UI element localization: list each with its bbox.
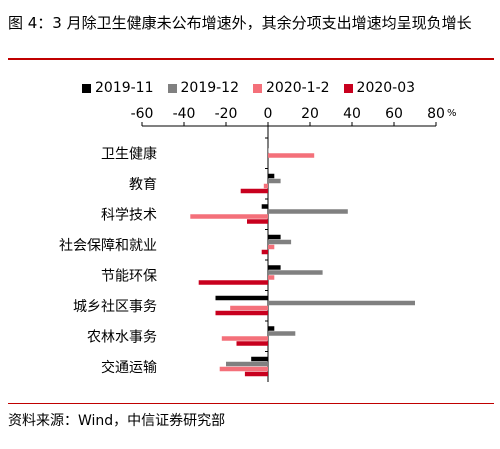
legend-swatch [167, 83, 177, 93]
legend-item-2019-12: 2019-12 [167, 80, 240, 96]
category-label: 科学技术 [101, 207, 157, 223]
legend-swatch [82, 83, 91, 93]
bar-2020-1-2 [268, 244, 275, 250]
category-label: 卫生健康 [101, 145, 157, 162]
bar-2019-11 [251, 356, 268, 362]
x-tick-label: 60 [385, 106, 403, 122]
bar-2019-12 [268, 178, 281, 184]
legend-swatch [253, 83, 262, 93]
legend: 2019-11 2019-12 2020-1-2 2020-03 [82, 80, 415, 96]
x-unit-label: % [447, 108, 457, 119]
legend-item-2020-1-2: 2020-1-2 [253, 80, 330, 96]
bar-2019-11 [268, 143, 269, 148]
bar-2019-12 [226, 361, 268, 367]
x-tick-label: 80 [427, 106, 445, 122]
bar-2019-11 [268, 265, 281, 270]
bar-2019-11 [261, 204, 268, 209]
title-divider [8, 58, 494, 60]
x-tick-label: 40 [343, 106, 361, 122]
bar-2019-12 [268, 331, 296, 336]
bar-2020-1-2 [230, 305, 268, 311]
bar-2020-1-2 [268, 275, 275, 280]
category-label: 节能环保 [101, 268, 157, 284]
x-tick-label: -60 [131, 106, 154, 122]
legend-label: 2020-03 [356, 80, 416, 96]
legend-item-2020-03: 2020-03 [343, 80, 416, 96]
category-label: 教育 [129, 177, 157, 193]
x-tick-label: 0 [264, 106, 273, 122]
bar-2020-1-2 [263, 183, 268, 189]
bar-2019-12 [268, 209, 348, 214]
category-label: 社会保障和就业 [59, 238, 157, 254]
x-tick-label: 20 [301, 106, 319, 122]
bar-2020-03 [236, 341, 268, 346]
category-label: 交通运输 [101, 359, 157, 376]
source-note: 资料来源：Wind，中信证券研究部 [8, 413, 226, 429]
bar-2019-11 [215, 295, 268, 301]
bar-2020-03 [240, 188, 268, 194]
bar-2019-12 [268, 148, 269, 153]
bar-2019-11 [268, 234, 281, 240]
bar-2020-03 [215, 310, 268, 316]
chart-title: 图 4：3 月除卫生健康未公布增速外，其余分项支出增速均呈现负增长 [8, 14, 472, 32]
bar-2019-12 [268, 270, 323, 275]
legend-label: 2019-11 [95, 80, 154, 96]
bar-2020-1-2 [190, 214, 268, 219]
bar-2020-03 [198, 280, 268, 285]
x-tick-label: -40 [173, 106, 196, 122]
bar-2019-12 [268, 239, 292, 245]
category-label: 城乡社区事务 [73, 299, 157, 315]
bar-2020-1-2 [268, 153, 315, 158]
bar-2020-1-2 [221, 336, 268, 341]
x-tick-label: -20 [215, 106, 238, 122]
source-divider [8, 403, 494, 404]
legend-label: 2020-1-2 [266, 80, 330, 96]
bar-2020-03 [247, 219, 268, 224]
bar-2020-03 [261, 249, 268, 255]
bar-2020-03 [244, 371, 268, 377]
legend-item-2019-11: 2019-11 [82, 80, 154, 96]
bar-2019-11 [268, 326, 275, 331]
bar-2020-1-2 [219, 366, 268, 372]
legend-label: 2019-12 [180, 80, 240, 96]
category-label: 农林水事务 [87, 329, 157, 345]
bar-2019-12 [268, 300, 415, 306]
legend-swatch [343, 83, 353, 93]
bar-2019-11 [268, 173, 275, 179]
